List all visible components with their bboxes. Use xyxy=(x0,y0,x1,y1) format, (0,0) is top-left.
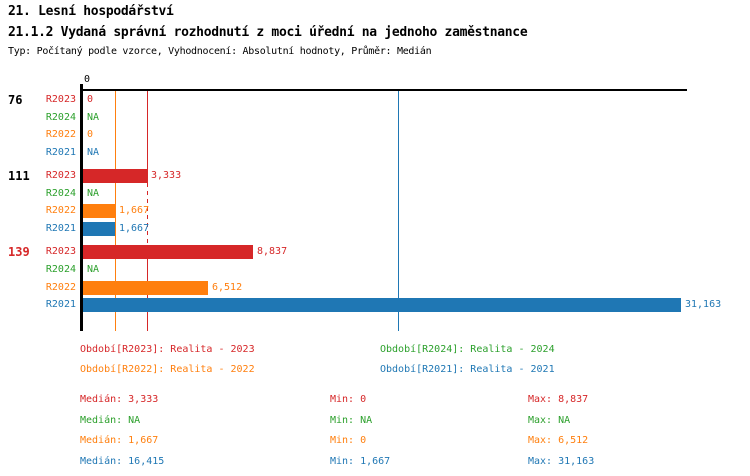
group-label: 76 xyxy=(8,93,23,107)
plot-area: 0 76 R2023 0 R2024 NA R2022 0 R2021 NA 111 R2023 3,… xyxy=(8,74,722,331)
value-bar-r2022 xyxy=(83,204,115,219)
stat-median-r2021: Medián: 16,415 xyxy=(80,455,165,467)
row-series-label: R2023 xyxy=(45,170,76,182)
stat-min-r2021: Min: 1,667 xyxy=(330,455,391,467)
y-axis-line xyxy=(80,84,83,331)
value-bar-r2023 xyxy=(83,169,147,184)
bar-value-label: 31,163 xyxy=(685,299,722,311)
x-axis-tick-label: 0 xyxy=(84,74,91,85)
chart-indicator-title: 21.1.2 Vydaná správní rozhodnutí z moci … xyxy=(8,25,528,40)
bar-value-label: 1,667 xyxy=(119,205,150,217)
x-axis-line xyxy=(80,89,687,91)
row-series-label: R2024 xyxy=(45,264,76,275)
bar-value-label: 3,333 xyxy=(151,170,182,182)
stat-min-r2022: Min: 0 xyxy=(330,435,367,446)
median-line-r2022 xyxy=(115,91,116,331)
stat-median-r2022: Medián: 1,667 xyxy=(80,435,159,446)
chart-section-title: 21. Lesní hospodářství xyxy=(8,4,174,19)
bar-value-label: 1,667 xyxy=(119,223,150,234)
stat-max-r2021: Max: 31,163 xyxy=(528,455,595,467)
row-series-label: R2022 xyxy=(45,205,76,217)
median-line-r2023 xyxy=(147,183,148,245)
bar-value-label: 0 xyxy=(87,94,94,105)
row-series-label: R2021 xyxy=(45,223,76,234)
stat-min-r2024: Min: NA xyxy=(330,414,373,426)
value-bar-r2022 xyxy=(83,280,208,295)
row-series-label: R2024 xyxy=(45,187,76,199)
bar-value-label: 6,512 xyxy=(212,281,243,293)
value-bar-r2023 xyxy=(83,245,253,260)
row-series-label: R2021 xyxy=(45,146,76,158)
value-bar-r2021 xyxy=(83,298,681,313)
stat-median-r2024: Medián: NA xyxy=(80,414,141,426)
bar-value-label: 8,837 xyxy=(257,246,288,258)
value-bar-r2021 xyxy=(83,222,115,236)
legend-item-r2024: Období[R2024]: Realita - 2024 xyxy=(380,344,555,355)
legend-item-r2022: Období[R2022]: Realita - 2022 xyxy=(80,364,255,375)
median-line-r2023 xyxy=(147,91,148,183)
median-line-r2021 xyxy=(398,91,399,331)
group-label: 111 xyxy=(8,169,30,184)
bar-value-label: NA xyxy=(87,187,100,199)
stat-min-r2023: Min: 0 xyxy=(330,394,367,405)
row-series-label: R2023 xyxy=(45,246,76,258)
row-series-label: R2022 xyxy=(45,129,76,141)
stat-max-r2023: Max: 8,837 xyxy=(528,394,589,405)
legend-item-r2021: Období[R2021]: Realita - 2021 xyxy=(380,364,555,375)
group-label: 139 xyxy=(8,245,30,260)
row-series-label: R2024 xyxy=(45,111,76,123)
bar-value-label: NA xyxy=(87,146,100,158)
bar-value-label: 0 xyxy=(87,129,94,141)
stat-max-r2024: Max: NA xyxy=(528,414,571,426)
stat-median-r2023: Medián: 3,333 xyxy=(80,394,159,405)
row-series-label: R2022 xyxy=(45,281,76,293)
row-series-label: R2021 xyxy=(45,299,76,311)
chart-meta-line: Typ: Počítaný podle vzorce, Vyhodnocení:… xyxy=(8,46,432,57)
legend-item-r2023: Období[R2023]: Realita - 2023 xyxy=(80,344,255,355)
bar-value-label: NA xyxy=(87,264,100,275)
row-series-label: R2023 xyxy=(45,94,76,105)
stat-max-r2022: Max: 6,512 xyxy=(528,435,589,446)
bar-value-label: NA xyxy=(87,111,100,123)
